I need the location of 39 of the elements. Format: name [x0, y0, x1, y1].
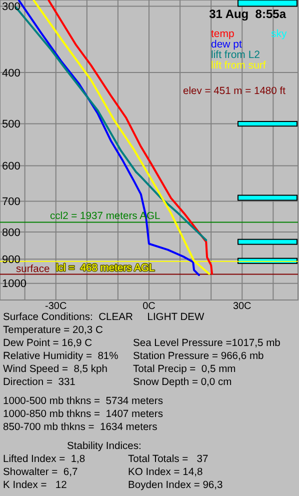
text: Showalter = 6,7	[3, 467, 78, 478]
text: Total Totals = 37	[128, 454, 209, 465]
y-tick-label: 300	[2, 1, 20, 14]
text: temp	[211, 28, 235, 40]
text: KO Index = 14,8	[128, 467, 203, 478]
annotation: elev = 451 m = 1480 ft	[183, 86, 286, 97]
text: Snow Depth = 0,0 cm	[133, 377, 232, 388]
text: Total Precip = 0,5 mm	[133, 364, 236, 375]
text: Boyden Index = 96,3	[128, 480, 224, 491]
text: lift from L2	[211, 49, 260, 61]
text: 1000-500 mb thkns = 5734 meters	[3, 396, 163, 407]
text: Wind Speed = 8,5 kph	[3, 364, 108, 375]
text: Station Pressure = 966,6 mb	[133, 351, 264, 362]
text: 1000-850 mb thkns = 1407 meters	[3, 409, 163, 420]
y-tick-label: 400	[2, 67, 20, 80]
annotation: surface	[16, 264, 50, 275]
text: Stability Indices:	[67, 441, 142, 452]
text: Relative Humidity = 81%	[3, 351, 118, 362]
text: Dew Point = 16,9 C	[3, 338, 93, 349]
annotation: lcl = 468 meters AGL	[56, 263, 155, 274]
x-tick-label: 30C	[232, 301, 252, 312]
text: K Index = 12	[3, 480, 68, 491]
x-tick-label: -30C	[45, 301, 67, 312]
x-tick-label: 0C	[142, 301, 156, 312]
y-tick-label: 500	[2, 118, 20, 131]
text: dew pt	[211, 38, 242, 50]
y-tick-label: 1000	[2, 278, 26, 290]
y-tick-label: 800	[2, 226, 20, 239]
text: lift from surf	[211, 60, 266, 72]
text: Temperature = 20,3 C	[3, 325, 104, 336]
band-label: sky	[271, 28, 288, 40]
text: 850-700 mb thkns = 1634 meters	[3, 422, 158, 433]
text: Lifted Index = 1,8	[3, 454, 86, 465]
text: Sea Level Pressure =1017,5 mb	[133, 338, 281, 349]
text: Direction = 331	[3, 377, 76, 388]
text: 31 Aug 8:55a	[209, 7, 286, 21]
text: Surface Conditions: CLEAR LIGHT DEW	[3, 312, 205, 323]
y-tick-label: 600	[2, 160, 20, 173]
y-tick-label: 700	[2, 196, 20, 208]
